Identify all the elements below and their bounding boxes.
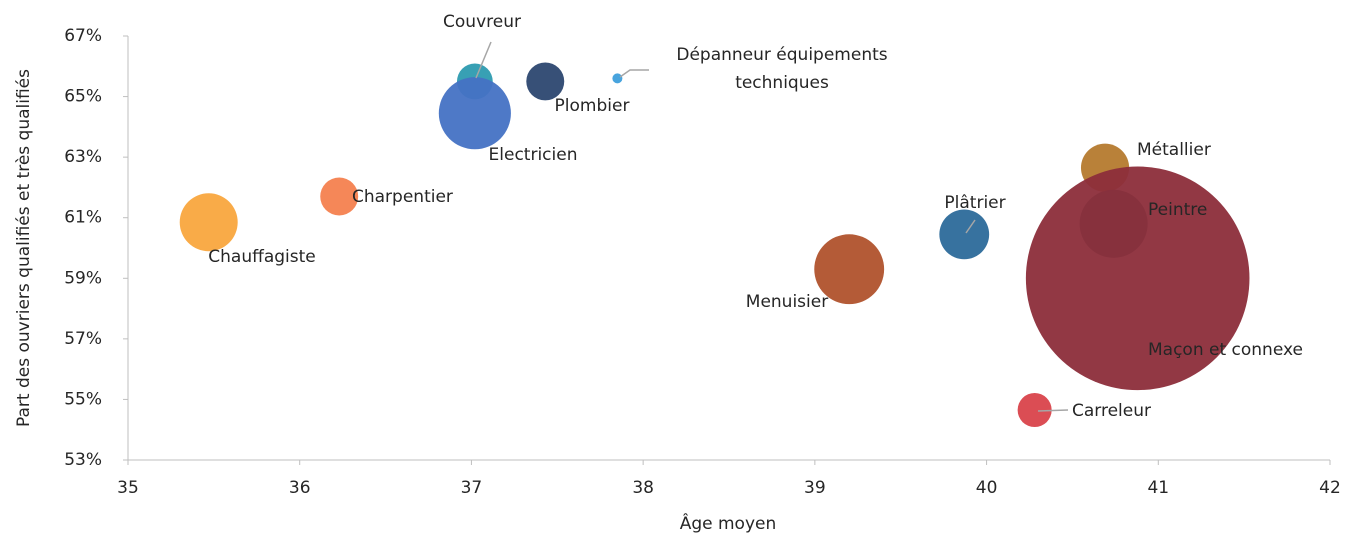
y-axis-label: Part des ouvriers qualifiés et très qual… [14, 69, 34, 427]
y-tick-label: 57% [64, 329, 102, 349]
y-tick-label: 55% [64, 389, 102, 409]
bubble-label: Peintre [1148, 200, 1208, 220]
leader-line [475, 41, 492, 79]
bubble-label: Electricien [488, 145, 578, 165]
leaders [475, 41, 1069, 412]
x-tick-label: 37 [461, 478, 483, 498]
bubble-label: Charpentier [352, 187, 453, 207]
bubble [612, 73, 623, 84]
leader-line [619, 69, 649, 78]
y-tick-label: 59% [64, 268, 102, 288]
bubble [1025, 166, 1250, 391]
x-tick-label: 35 [117, 478, 139, 498]
y-tick-label: 61% [64, 208, 102, 228]
bubble-label: Métallier [1137, 140, 1211, 160]
bubble-label: Carreleur [1072, 401, 1151, 421]
y-tick-label: 67% [64, 26, 102, 46]
bubble-label: Plâtrier [944, 193, 1006, 213]
leader-line [965, 219, 976, 234]
bubble [939, 209, 990, 260]
bubble [526, 62, 565, 101]
bubble [1017, 392, 1052, 428]
bubble-label: Dépanneur équipements techniques [676, 45, 888, 93]
x-tick-label: 42 [1319, 478, 1341, 498]
y-tick-label: 65% [64, 87, 102, 107]
x-tick-label: 40 [976, 478, 998, 498]
bubble-label: Chauffagiste [208, 247, 316, 267]
bubble-label: Maçon et connexe [1148, 340, 1303, 360]
x-tick-label: 39 [804, 478, 826, 498]
bubble [179, 193, 238, 252]
y-tick-label: 53% [64, 450, 102, 470]
bubble [814, 234, 885, 305]
x-tick-label: 36 [289, 478, 311, 498]
bubble-label: Plombier [554, 96, 630, 116]
x-tick-label: 38 [632, 478, 654, 498]
x-axis-label: Âge moyen [680, 512, 777, 534]
leader-line [1037, 409, 1069, 412]
bubble-label: Couvreur [443, 12, 521, 32]
bubble-label: Menuisier [745, 292, 829, 312]
bubble [320, 177, 359, 216]
x-tick-label: 41 [1147, 478, 1169, 498]
bubble [438, 77, 511, 150]
y-tick-label: 63% [64, 147, 102, 167]
